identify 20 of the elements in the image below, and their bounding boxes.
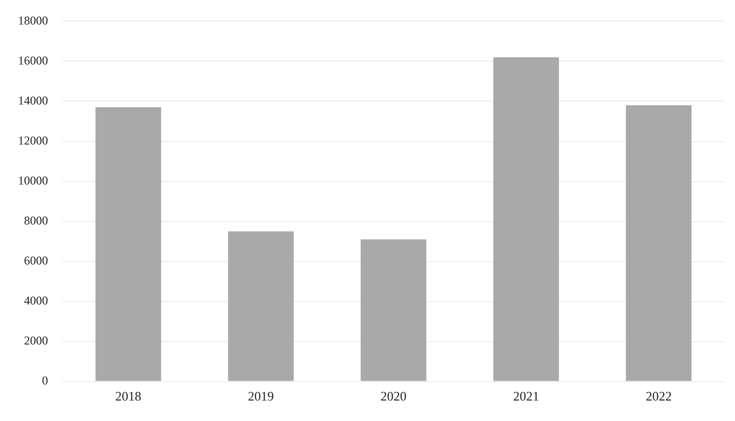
bar <box>228 231 294 381</box>
y-tick-label: 14000 <box>18 93 48 108</box>
y-tick-label: 10000 <box>18 173 48 188</box>
y-tick-label: 16000 <box>18 53 48 68</box>
y-tick-label: 4000 <box>24 294 48 308</box>
bar <box>626 105 692 381</box>
y-tick-label: 6000 <box>24 253 48 268</box>
y-tick-label: 12000 <box>18 133 48 148</box>
y-tick-label: 8000 <box>24 213 48 228</box>
y-tick-label: 18000 <box>18 13 48 28</box>
x-tick-label: 2021 <box>513 388 540 404</box>
bar <box>360 239 426 381</box>
x-tick-label: 2019 <box>248 388 274 404</box>
y-tick-label: 2000 <box>24 334 48 348</box>
x-tick-label: 2018 <box>115 388 142 404</box>
bar <box>493 57 559 381</box>
x-tick-label: 2020 <box>380 388 406 404</box>
bar <box>95 107 162 381</box>
x-tick-label: 2022 <box>646 388 672 404</box>
y-tick-label: 0 <box>42 374 48 388</box>
